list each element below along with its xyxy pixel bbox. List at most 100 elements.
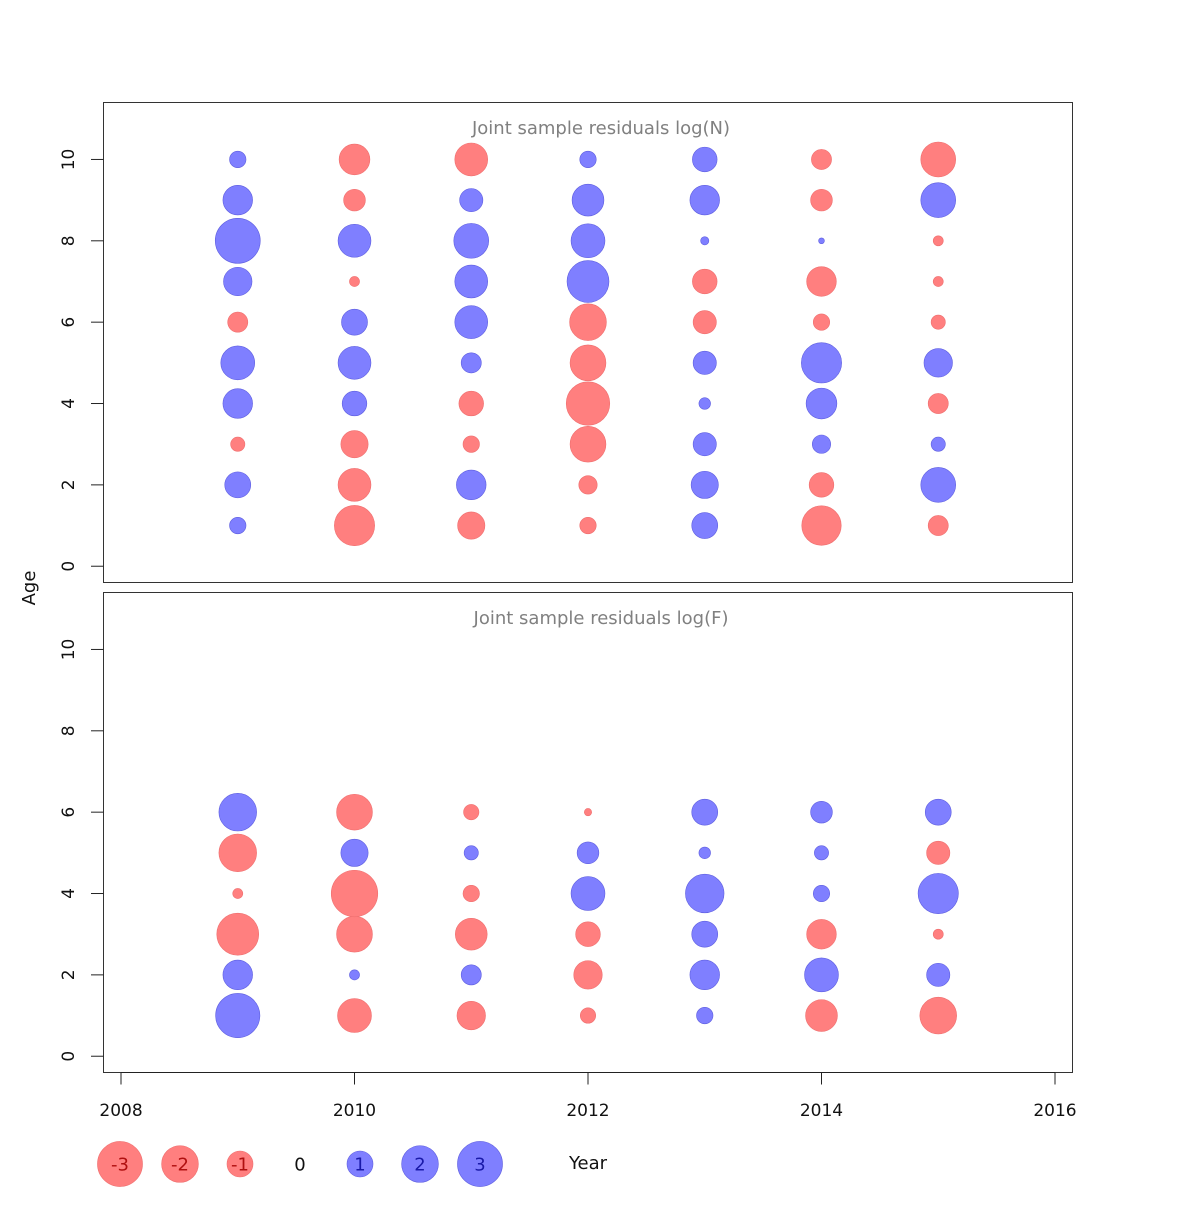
bubble xyxy=(920,141,956,178)
bubble xyxy=(456,1001,486,1031)
legend-label: 0 xyxy=(294,1155,305,1176)
panel-title: Joint sample residuals log(F) xyxy=(473,608,729,629)
bubble xyxy=(232,888,244,899)
legend-label: 1 xyxy=(354,1155,365,1176)
bubble xyxy=(578,475,598,495)
bubble xyxy=(927,515,949,536)
bubble xyxy=(691,798,719,826)
y-tick-label: 2 xyxy=(59,969,79,980)
bubble xyxy=(216,912,260,956)
legend-label: -1 xyxy=(231,1155,249,1176)
bubble xyxy=(337,224,372,258)
bubble xyxy=(579,150,597,168)
bubble xyxy=(222,185,253,216)
bubble xyxy=(804,957,839,993)
bubble xyxy=(812,313,831,331)
bubble xyxy=(349,969,360,981)
panel-log-f: Joint sample residuals log(F) 0 2 4 6 8 10 xyxy=(59,592,1073,1073)
bubble xyxy=(460,352,482,374)
bubble xyxy=(462,435,480,453)
bubble xyxy=(454,264,488,299)
bubble xyxy=(810,188,833,212)
bubble xyxy=(459,188,484,213)
bubble xyxy=(457,511,486,540)
y-tick-label: 2 xyxy=(59,479,79,490)
legend-bubble xyxy=(401,1145,439,1183)
legend-bubble xyxy=(226,1150,254,1178)
bubble xyxy=(698,397,711,410)
bubble xyxy=(691,920,719,948)
bubble xyxy=(218,833,257,872)
bubble xyxy=(692,350,717,375)
bubble xyxy=(689,185,720,216)
bubble xyxy=(917,873,959,914)
y-tick-label: 6 xyxy=(59,807,79,818)
x-axis: 2008 2010 2012 2014 2016 xyxy=(99,1072,1077,1121)
bubble xyxy=(689,959,720,990)
bubble xyxy=(927,393,949,414)
bubble xyxy=(337,998,372,1033)
bubble xyxy=(691,512,719,539)
bubble xyxy=(806,266,837,297)
bubble xyxy=(696,1007,714,1025)
bubble xyxy=(218,793,257,832)
bubble xyxy=(220,345,256,381)
bubble xyxy=(570,876,606,911)
bubble xyxy=(215,993,261,1038)
bubble xyxy=(814,845,829,861)
bubble xyxy=(453,223,489,259)
bubble xyxy=(698,846,711,859)
bubble xyxy=(690,470,719,499)
y-tick-label: 10 xyxy=(59,639,79,661)
bubble xyxy=(566,260,610,303)
bubble xyxy=(932,928,944,940)
bubble xyxy=(692,146,718,173)
bubble xyxy=(805,387,838,420)
bubble xyxy=(930,314,946,330)
bubble xyxy=(334,505,375,546)
bubble xyxy=(455,917,488,951)
bubble xyxy=(340,838,369,867)
legend-bubble xyxy=(97,1141,143,1187)
y-tick-label: 6 xyxy=(59,317,79,328)
bubble xyxy=(805,999,838,1032)
bubble xyxy=(227,311,249,333)
bubble xyxy=(685,873,725,914)
bubble xyxy=(700,236,710,246)
bubble xyxy=(584,808,592,817)
y-tick-label: 4 xyxy=(59,888,79,899)
bubble xyxy=(692,268,718,295)
bubble xyxy=(920,182,956,218)
bubble xyxy=(692,310,717,335)
bubble xyxy=(926,962,951,987)
legend-label: -2 xyxy=(171,1155,189,1176)
bubble xyxy=(338,143,371,176)
legend-label: -3 xyxy=(111,1155,129,1176)
y-axis-title: Age xyxy=(19,571,40,606)
panel-log-n: Joint sample residuals log(N) 0 2 4 6 8 10 xyxy=(59,102,1073,583)
bubble xyxy=(222,959,253,990)
y-tick-label: 8 xyxy=(59,725,79,736)
bubble xyxy=(456,469,487,500)
x-tick-label: 2008 xyxy=(99,1101,142,1121)
bubble xyxy=(214,217,261,264)
bubble xyxy=(454,142,488,177)
bubble xyxy=(463,845,479,861)
legend: -3 -2 -1 0 1 2 3 xyxy=(97,1141,503,1187)
bubble xyxy=(801,342,842,384)
bubble xyxy=(337,468,372,502)
bubble xyxy=(462,884,480,903)
x-axis-title: Year xyxy=(568,1153,608,1174)
bubble xyxy=(569,344,607,382)
bubble xyxy=(341,390,368,417)
bubble xyxy=(818,237,825,245)
legend-bubble xyxy=(457,1141,503,1187)
bubble xyxy=(580,1007,596,1024)
bubble xyxy=(575,921,601,947)
bubble xyxy=(341,308,368,336)
bubble xyxy=(692,432,717,457)
bubble xyxy=(806,919,837,950)
bubble xyxy=(811,149,832,170)
